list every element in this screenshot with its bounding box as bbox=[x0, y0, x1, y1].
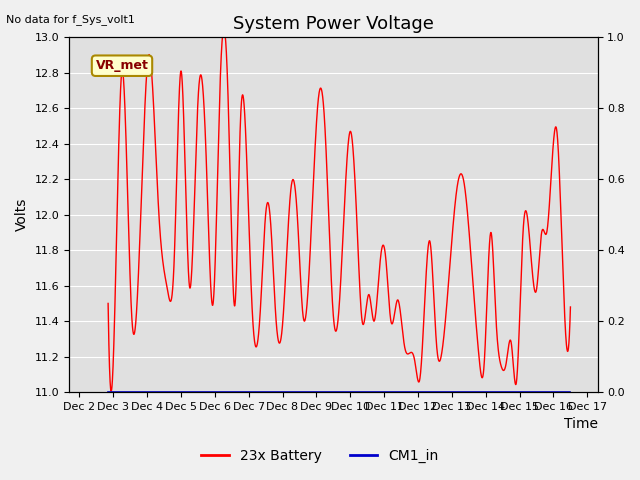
X-axis label: Time: Time bbox=[564, 418, 598, 432]
Title: System Power Voltage: System Power Voltage bbox=[233, 15, 434, 33]
Legend: 23x Battery, CM1_in: 23x Battery, CM1_in bbox=[196, 443, 444, 468]
Text: No data for f_Sys_volt1: No data for f_Sys_volt1 bbox=[6, 14, 135, 25]
Text: VR_met: VR_met bbox=[95, 59, 148, 72]
Y-axis label: Volts: Volts bbox=[15, 198, 29, 231]
